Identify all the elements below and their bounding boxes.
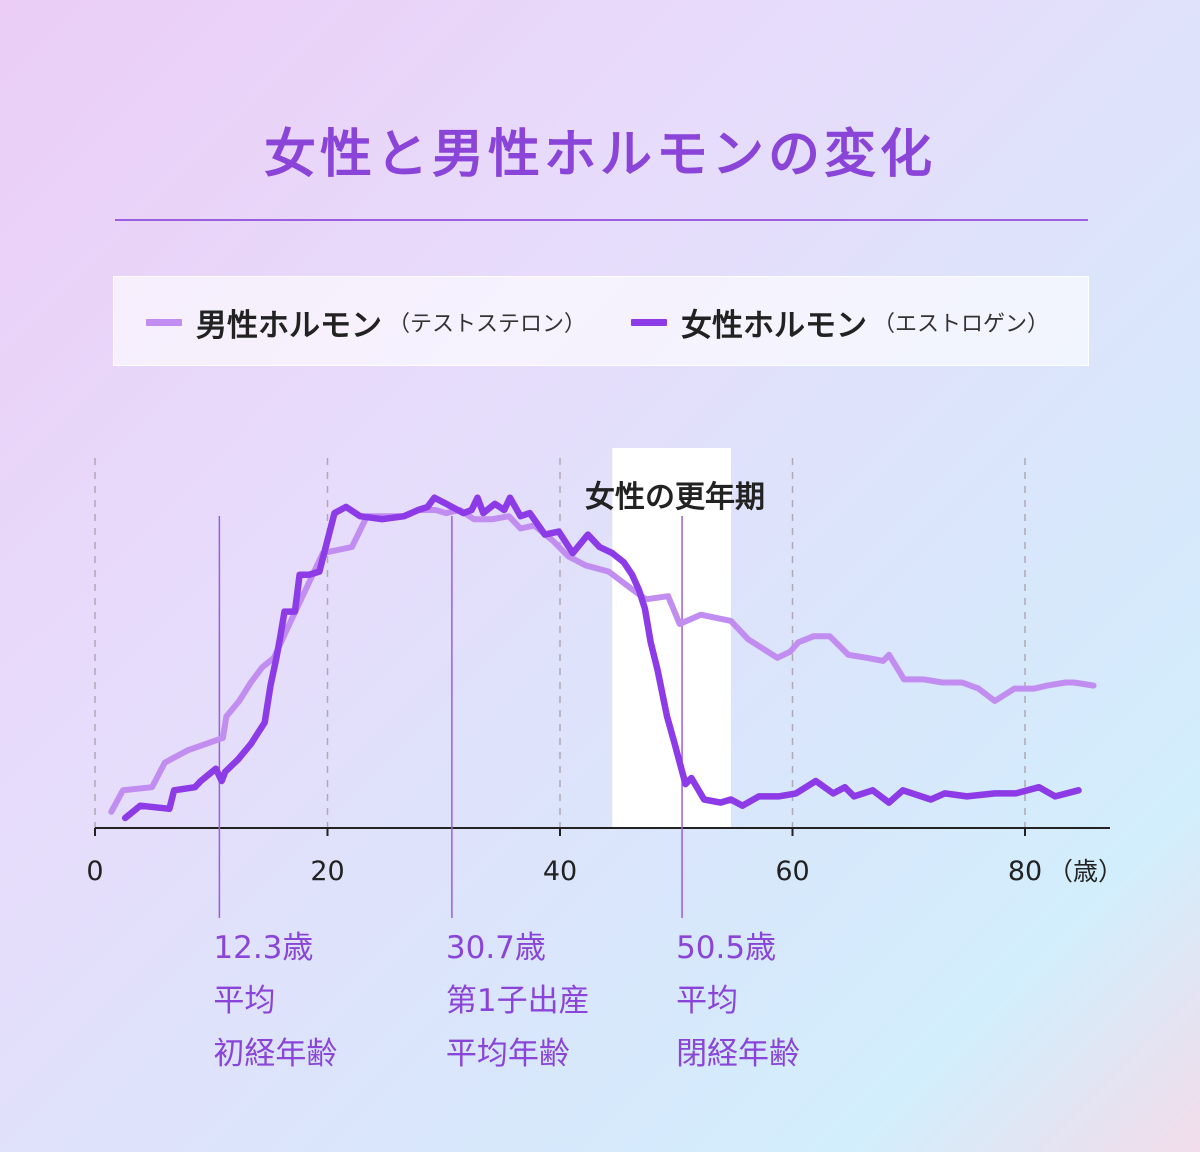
legend-label-male: 男性ホルモン — [196, 307, 382, 344]
annotation-1-line-1: 12.3歳 — [213, 930, 314, 966]
title-divider — [115, 219, 1088, 221]
x-tick-label-20: 20 — [310, 856, 344, 887]
annotation-2: 30.7歳第1子出産平均年齢 — [446, 922, 590, 1081]
x-tick-label-0: 0 — [86, 856, 103, 887]
annotation-3-line-3: 閉経年齢 — [676, 1036, 801, 1072]
annotation-2-line-3: 平均年齢 — [445, 1036, 570, 1072]
annotation-3-line-1: 50.5歳 — [676, 930, 777, 966]
legend-sublabel-female: （エストロゲン） — [873, 312, 1050, 337]
chart-title: 女性と男性ホルモンの変化 — [263, 125, 936, 185]
legend-swatch-male — [146, 318, 182, 326]
annotation-2-line-2: 第1子出産 — [445, 983, 590, 1019]
x-tick-label-60: 60 — [775, 856, 809, 887]
series-line-male — [108, 507, 1097, 815]
legend-sublabel-male: （テストステロン） — [388, 312, 587, 337]
menopause-band — [612, 448, 731, 828]
menopause-label: 女性の更年期 — [585, 480, 765, 515]
series-line-female — [121, 494, 1082, 822]
x-tick-label-80: 80 — [1008, 856, 1042, 887]
annotation-1: 12.3歳平均初経年齢 — [213, 922, 337, 1081]
legend-item-female: 女性ホルモン （エストロゲン） — [631, 277, 1049, 367]
legend-label-female: 女性ホルモン — [681, 307, 867, 344]
legend-item-male: 男性ホルモン （テストステロン） — [146, 277, 586, 367]
legend-swatch-female — [631, 318, 667, 326]
x-tick-label-40: 40 — [543, 856, 577, 887]
annotation-1-line-2: 平均 — [213, 983, 276, 1019]
annotation-1-line-3: 初経年齢 — [213, 1036, 338, 1072]
x-axis-unit: （歳） — [1048, 857, 1123, 886]
legend: 男性ホルモン （テストステロン） 女性ホルモン （エストロゲン） — [113, 276, 1089, 366]
annotation-2-line-1: 30.7歳 — [445, 930, 546, 966]
annotation-3-line-2: 平均 — [676, 983, 739, 1019]
annotation-3: 50.5歳平均閉経年齢 — [676, 922, 800, 1081]
